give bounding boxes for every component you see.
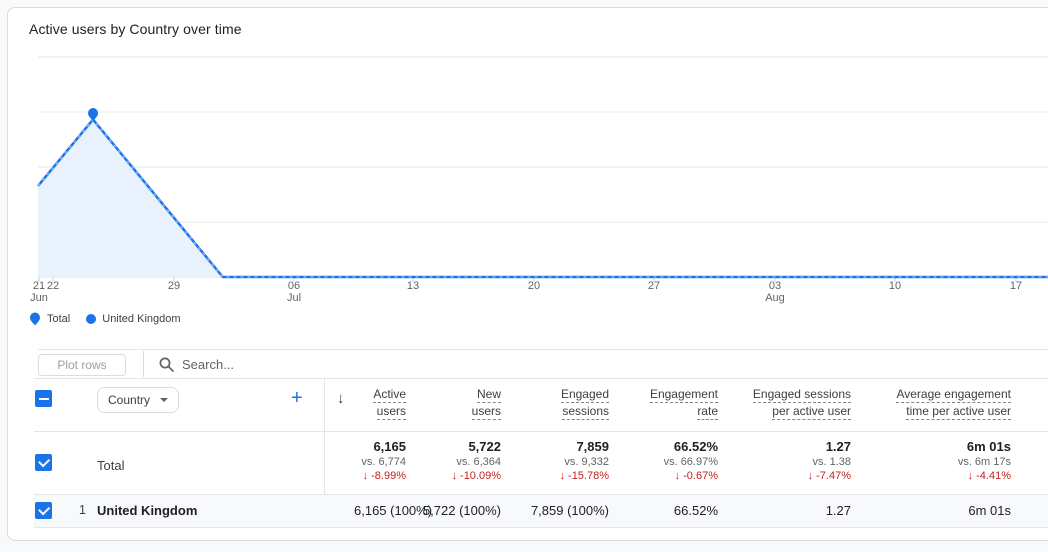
select-all-checkbox[interactable]: [35, 390, 52, 407]
total-row-checkbox[interactable]: [35, 454, 52, 471]
metric-value-cell: 66.52%: [673, 503, 718, 518]
x-axis-tick-label: 13: [406, 280, 420, 292]
total-series-marker-icon: [30, 312, 40, 326]
sort-descending-icon[interactable]: ↓: [337, 390, 345, 407]
x-axis-tick-label: 20: [527, 280, 541, 292]
x-axis-tick-label: 29: [167, 280, 181, 292]
total-row-divider: [34, 431, 1048, 432]
total-metric-cell: 7,859 vs. 9,332 ↓ -15.78%: [559, 439, 609, 482]
legend-item-united-kingdom: United Kingdom: [86, 313, 181, 325]
x-axis-month-labels: Jun Jul Aug: [30, 292, 1048, 304]
table-header-row: Country + ↓ Active users New users Engaged…: [8, 378, 1048, 431]
table-row: 1 United Kingdom 6,165 (100%) 5,722 (100…: [8, 494, 1048, 528]
metric-value-cell: 5,722 (100%): [422, 503, 501, 518]
row-index: 1: [79, 503, 86, 517]
column-header-engagement-rate[interactable]: Engagement rate: [649, 387, 718, 420]
total-row-label: Total: [97, 458, 125, 473]
toolbar-top-divider: [38, 349, 1048, 350]
total-peak-marker-icon: [88, 107, 99, 121]
chart-legend: Total United Kingdom: [29, 312, 181, 326]
total-metric-cell: 5,722 vs. 6,364 ↓ -10.09%: [451, 439, 501, 482]
x-axis-tick-label: 22: [46, 280, 60, 292]
column-header-new-users[interactable]: New users: [471, 387, 501, 420]
x-axis-month-label: Jun: [30, 292, 48, 304]
dropdown-caret-icon: [160, 398, 169, 402]
legend-item-total: Total: [29, 312, 70, 326]
x-axis-month-label: Aug: [765, 292, 785, 304]
page-title: Active users by Country over time: [29, 21, 242, 37]
row-checkbox[interactable]: [35, 502, 52, 519]
metric-value-cell: 6,165 (100%): [354, 503, 433, 518]
row-dimension-value: United Kingdom: [97, 503, 198, 518]
x-axis-tick-label: 21: [32, 280, 46, 292]
search-icon: [159, 357, 174, 372]
active-users-area-chart: [37, 56, 1048, 282]
x-axis-tick-label: 17: [1009, 280, 1023, 292]
x-axis-tick-label: 10: [888, 280, 902, 292]
total-metric-cell: 6m 01s vs. 6m 17s ↓ -4.41%: [957, 439, 1011, 482]
column-header-avg-engagement-time[interactable]: Average engagement time per active user: [896, 387, 1011, 420]
x-axis-month-label: Jul: [287, 292, 302, 304]
metrics-divider: [324, 378, 325, 528]
column-header-engaged-sessions-per-active-user[interactable]: Engaged sessions per active user: [752, 387, 851, 420]
search-input[interactable]: [182, 352, 562, 376]
header-row-divider: [34, 378, 1048, 379]
metric-value-cell: 1.27: [825, 503, 851, 518]
x-axis-tick-label: 06: [287, 280, 301, 292]
dimension-selector[interactable]: Country: [97, 387, 180, 413]
total-metric-cell: 6,165 vs. 6,774 ↓ -8.99%: [361, 439, 406, 482]
total-row: Total 6,165 vs. 6,774 ↓ -8.99% 5,722 vs. 6,…: [8, 431, 1048, 494]
x-axis-tick-label: 27: [647, 280, 661, 292]
plot-rows-button[interactable]: Plot rows: [38, 354, 126, 376]
total-metric-cell: 66.52% vs. 66.97% ↓ -0.67%: [663, 439, 718, 482]
metric-value-cell: 6m 01s: [968, 503, 1011, 518]
column-header-engaged-sessions[interactable]: Engaged sessions: [560, 387, 609, 420]
x-axis-tick-label: 03: [768, 280, 782, 292]
toolbar-divider: [143, 351, 144, 377]
column-header-active-users[interactable]: Active users: [373, 387, 406, 420]
legend-label: United Kingdom: [102, 313, 181, 325]
active-users-card: Active users by Country over time 21 22 29…: [7, 7, 1048, 541]
add-metric-button[interactable]: +: [291, 387, 303, 409]
legend-label: Total: [47, 313, 71, 325]
united-kingdom-series-marker-icon: [86, 314, 97, 324]
total-metric-cell: 1.27 vs. 1.38 ↓ -7.47%: [807, 439, 851, 482]
metric-value-cell: 7,859 (100%): [530, 503, 609, 518]
x-axis-day-labels: 21 22 29 06 13 20 27 03 10 17: [33, 280, 1048, 292]
